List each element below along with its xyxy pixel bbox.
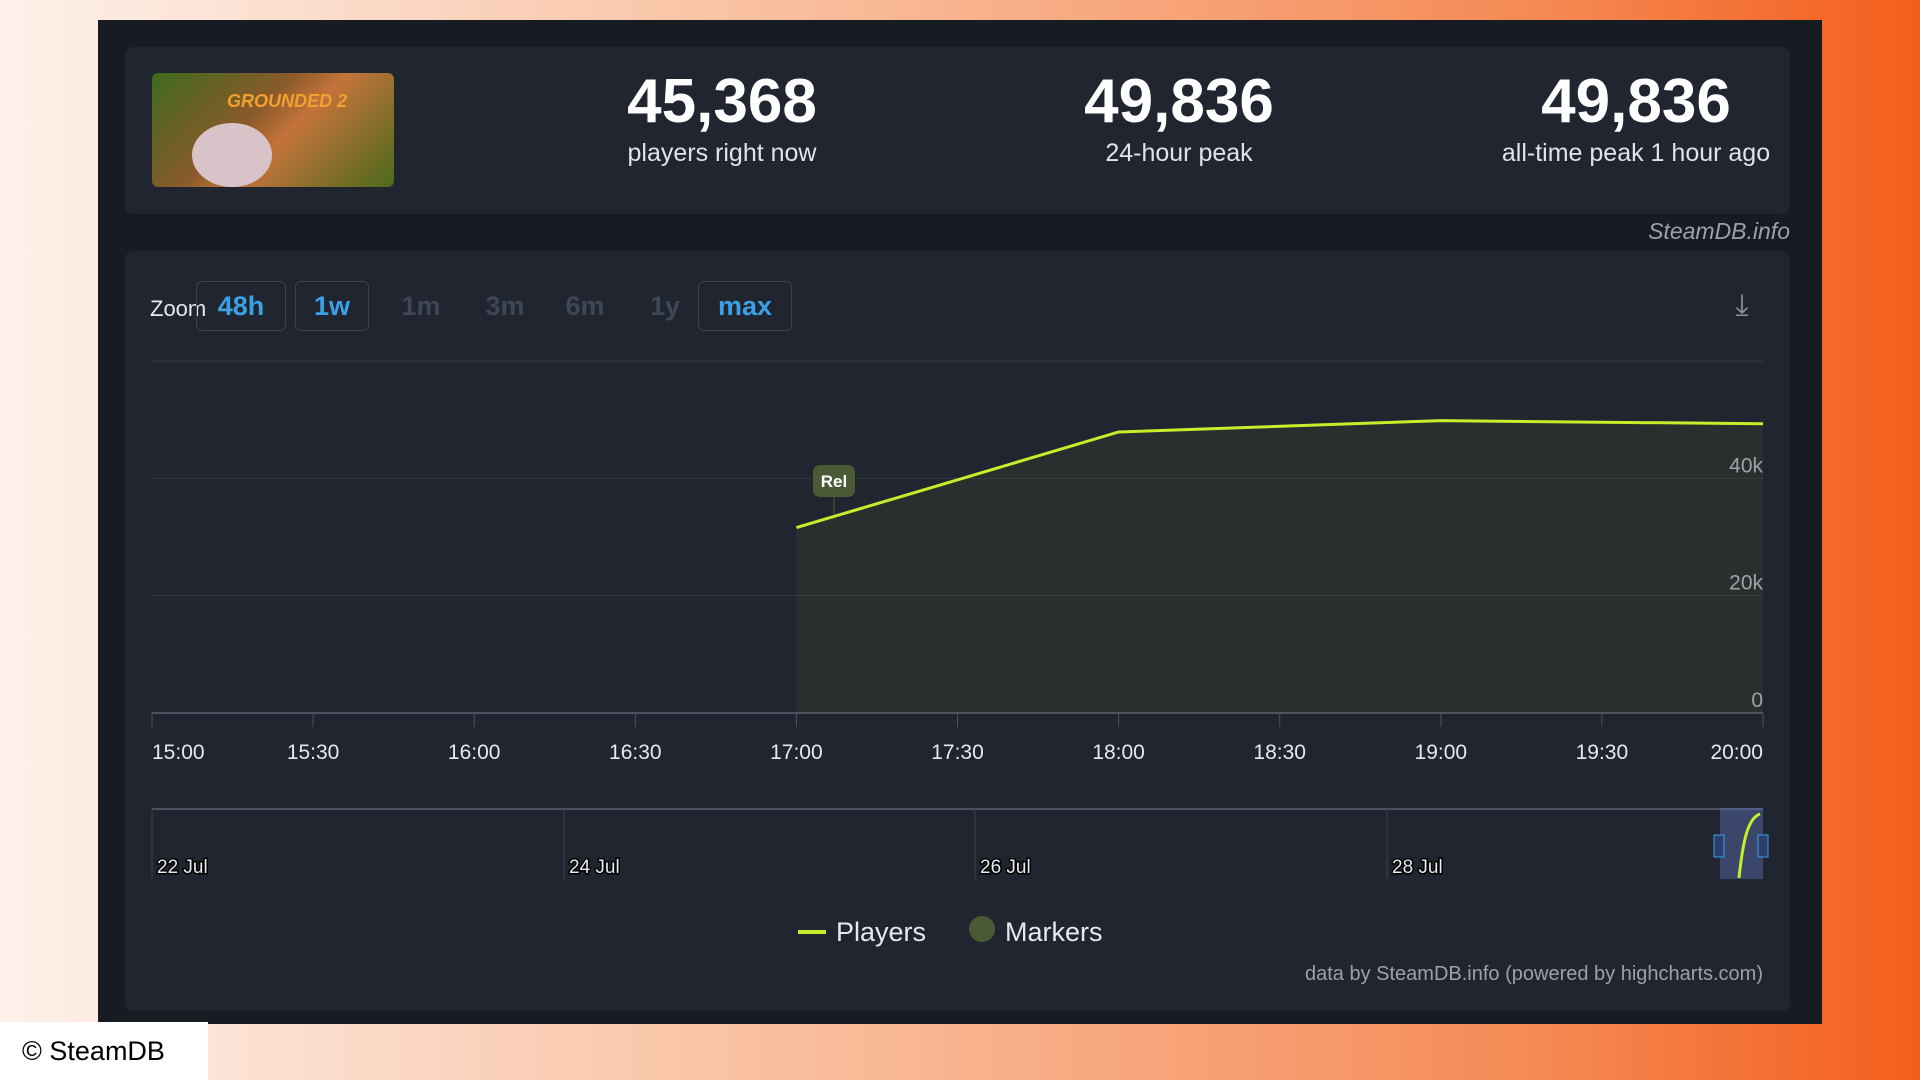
legend-markers-symbol [969,916,995,942]
y-tick-label: 40k [1729,454,1763,477]
navigator-date-label: 22 Jul [157,857,208,878]
x-tick-label: 16:00 [448,741,501,764]
navigator-date-label: 24 Jul [569,857,620,878]
stat-24h-peak: 49,836 24-hour peak [1084,67,1274,168]
legend-players[interactable]: Players [836,917,926,947]
navigator-date-label: 28 Jul [1392,857,1443,878]
x-tick-label: 20:00 [1710,741,1763,764]
chart-card: Zoom 48h 1w 1m 3m 6m 1y max ⤓ [125,251,1790,1011]
player-chart: 0 20k 40k 15:00 15:30 16:00 16:30 17:00 17:30 18:… [151,360,1769,985]
chart-credits[interactable]: data by SteamDB.info (powered by highcha… [1305,963,1763,985]
zoom-1w-button[interactable]: 1w [295,281,369,331]
x-tick-label: 19:00 [1415,741,1468,764]
zoom-6m-button[interactable]: 6m [565,290,605,321]
x-tick-label: 18:30 [1253,741,1306,764]
zoom-3m-button[interactable]: 3m [485,290,525,321]
navigator-handle-right [1757,834,1769,858]
legend-markers[interactable]: Markers [1005,917,1103,947]
steamdb-widget: GROUNDED 2 45,368 players right now 49,83… [98,20,1822,1024]
y-tick-label: 20k [1729,572,1763,595]
x-tick-label: 15:30 [287,741,340,764]
x-tick-label: 15:00 [152,741,205,764]
zoom-1y-button[interactable]: 1y [649,290,681,321]
players-area [796,420,1763,713]
stat-alltime-peak: 49,836 all-time peak 1 hour ago [1501,67,1771,168]
copyright: © SteamDB [0,1022,208,1080]
navigator-series [1737,812,1761,879]
navigator-date-label: 26 Jul [980,857,1031,878]
players-line [795,419,1764,530]
zoom-48h-button[interactable]: 48h [196,281,286,331]
x-tick-label: 16:30 [609,741,662,764]
x-tick-label: 17:30 [931,741,984,764]
zoom-max-button[interactable]: max [698,281,792,331]
x-tick-label: 19:30 [1576,741,1629,764]
source-link[interactable]: SteamDB.info [1648,218,1790,244]
zoom-1m-button[interactable]: 1m [401,290,441,321]
y-tick-label: 0 [1751,689,1763,712]
game-thumbnail[interactable]: GROUNDED 2 [152,73,394,187]
download-icon[interactable]: ⤓ [1735,289,1749,322]
x-tick-label: 17:00 [770,741,823,764]
stats-card: GROUNDED 2 45,368 players right now 49,83… [125,47,1790,214]
navigator [152,808,1763,879]
marker-flag [812,465,855,497]
stat-current: 45,368 players right now [627,67,817,168]
navigator-handle-left [1713,834,1725,858]
x-tick-label: 18:00 [1092,741,1145,764]
marker-label: Rel [821,472,847,491]
